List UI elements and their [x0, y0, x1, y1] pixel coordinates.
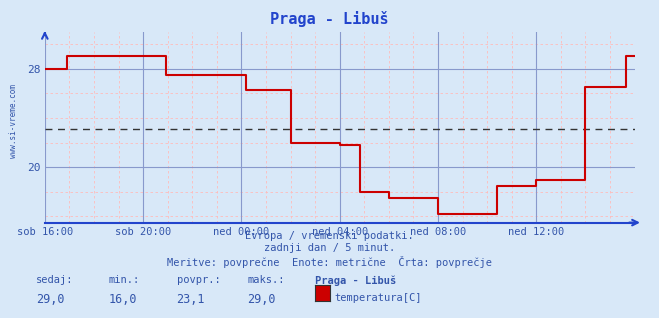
Text: www.si-vreme.com: www.si-vreme.com: [9, 84, 18, 158]
Text: 29,0: 29,0: [247, 293, 275, 306]
Text: 23,1: 23,1: [177, 293, 205, 306]
Text: temperatura[C]: temperatura[C]: [334, 293, 422, 303]
Text: zadnji dan / 5 minut.: zadnji dan / 5 minut.: [264, 243, 395, 253]
Text: Meritve: povprečne  Enote: metrične  Črta: povprečje: Meritve: povprečne Enote: metrične Črta:…: [167, 256, 492, 268]
Text: 16,0: 16,0: [109, 293, 137, 306]
Text: min.:: min.:: [109, 275, 140, 285]
Text: Praga - Libuš: Praga - Libuš: [270, 11, 389, 27]
Text: 29,0: 29,0: [36, 293, 65, 306]
Text: povpr.:: povpr.:: [177, 275, 220, 285]
Text: Evropa / vremenski podatki.: Evropa / vremenski podatki.: [245, 231, 414, 240]
Text: maks.:: maks.:: [247, 275, 285, 285]
Text: Praga - Libuš: Praga - Libuš: [315, 275, 396, 286]
Text: sedaj:: sedaj:: [36, 275, 74, 285]
